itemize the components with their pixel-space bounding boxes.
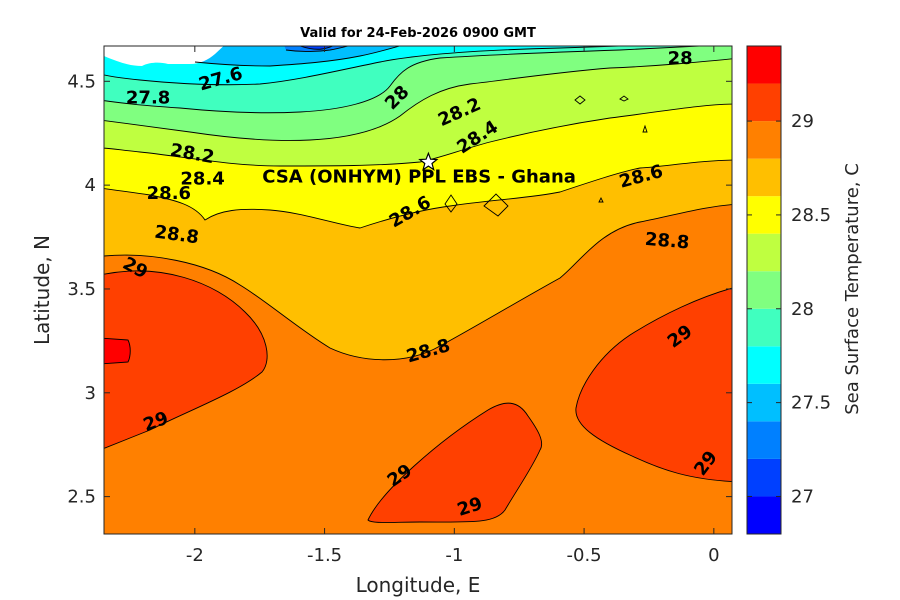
sst-band-28-9-to-29-1 [104,204,732,534]
contour-line-29-east [575,287,732,482]
contour-line-28-8 [104,204,732,361]
contour-label: 28.4 [180,168,224,189]
contour-label: 28 [668,48,693,69]
contour-label: 27.8 [126,87,170,108]
x-axis: -2 -1.5 -1 -0.5 0 [186,46,720,566]
colorbar-tick-label: 29 [791,111,814,132]
colorbar-swatch [747,421,781,459]
contour-line-28-2 [104,58,732,141]
contour-line-29-south [367,402,543,523]
colorbar-tick-label: 27 [791,486,814,507]
colorbar-swatch [747,46,781,84]
y-tick-label: 4 [85,175,96,196]
x-tick-label: -0.5 [567,545,602,566]
land-mask [104,46,224,66]
contour-line-29-2-west [104,337,131,365]
y-tick-label: 3 [85,383,96,404]
y-axis-label: Latitude, N [30,235,54,345]
chart-title: Valid for 24-Feb-2026 0900 GMT [300,26,536,41]
contour-line-29-west [104,270,268,449]
y-axis: 2.5 3 3.5 4 4.5 [67,71,732,508]
contour-blob-28-4-c [642,124,648,133]
contour-line-28-6 [104,159,732,229]
contour-line-27-4 [285,46,351,52]
y-tick-label: 4.5 [67,71,96,92]
contour-blob-28-6-a [483,193,509,217]
x-tick-label: -1.5 [307,545,342,566]
sst-band-29-1-plus-west [104,270,268,449]
plot-area [104,46,732,534]
colorbar-swatch [747,196,781,234]
colorbar-swatch [747,271,781,309]
colorbar-swatch [747,458,781,497]
contour-line-28-4 [104,103,732,167]
x-axis-label: Longitude, E [356,573,481,597]
colorbar-swatch [747,346,781,384]
contour-line-28 [104,46,710,114]
contour-blob-28-4-b [619,95,629,102]
x-tick-label: -2 [186,545,204,566]
colorbar-label: Sea Surface Temperature, C [842,163,863,415]
contour-blob-28-4-a [574,95,586,105]
colorbar-swatch [747,496,781,534]
contour-label: 28.6 [147,183,191,204]
colorbar-swatch [747,83,781,122]
colorbar-tick-label: 27.5 [791,393,831,414]
contour-blob-28-6-b [444,194,458,213]
colorbar-frame [746,45,782,535]
contour-blob-28-4-d [598,196,604,203]
colorbar: 27 27.5 28 28.5 29 [746,45,831,535]
station-star-icon [418,151,439,171]
colorbar-swatch [747,383,781,422]
sst-band-27-5-to-27-7 [195,46,400,66]
x-tick-label: -1 [445,545,463,566]
station-label: CSA (ONHYM) PPL EBS - Ghana [262,166,576,187]
x-tick-label: 0 [708,545,719,566]
sst-band-29-1-plus-east [575,288,732,482]
colorbar-tick-label: 28.5 [791,205,831,226]
station-marker-group: CSA (ONHYM) PPL EBS - Ghana [262,151,576,187]
sst-band-29-1-plus-south [368,403,542,523]
colorbar-swatch [747,233,781,272]
plot-frame [103,45,733,535]
contour-label: 28.8 [644,229,690,254]
colorbar-swatch [747,158,781,197]
y-tick-label: 3.5 [67,279,96,300]
contour-line-27-2 [299,46,335,50]
colorbar-tick-label: 28 [791,299,814,320]
colorbar-swatch [747,308,781,347]
colorbar-swatch [747,121,781,159]
y-tick-label: 2.5 [67,487,96,508]
contour-line-27-6 [194,46,402,67]
sst-band-29-3-plus-west [104,338,131,364]
